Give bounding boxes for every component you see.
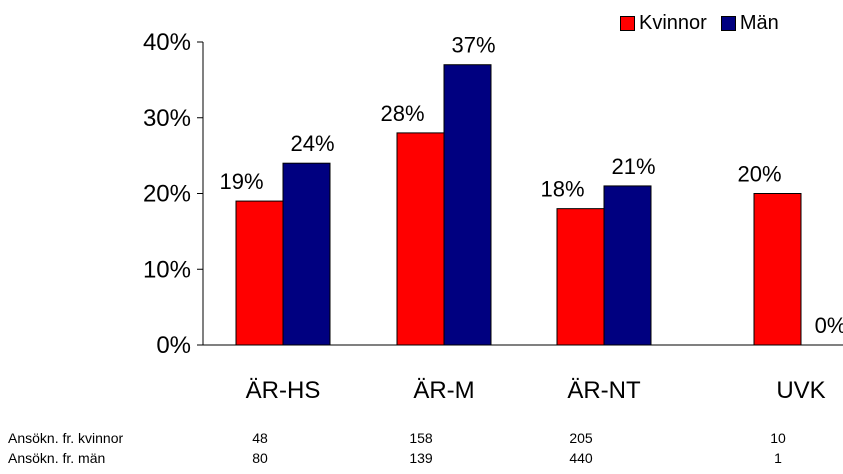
bar-kvinnor — [556, 208, 605, 346]
table-cell: 158 — [409, 430, 433, 446]
bar-man — [282, 162, 331, 346]
y-tick-label: 10% — [143, 256, 191, 283]
data-label: 28% — [380, 101, 424, 126]
data-label: 18% — [540, 177, 584, 202]
x-category-label: UVK — [776, 377, 825, 404]
y-tick-label: 30% — [143, 105, 191, 132]
x-category-label: ÄR-M — [413, 377, 474, 404]
table-cell: 1 — [774, 450, 782, 466]
legend-label-man: Män — [739, 12, 779, 34]
x-category-label: ÄR-NT — [567, 377, 641, 404]
y-tick-label: 0% — [156, 332, 191, 359]
table-row-label: Ansökn. fr. kvinnor — [8, 430, 124, 446]
data-label: 19% — [219, 169, 263, 194]
bar-kvinnor — [753, 193, 802, 346]
legend-swatch-kvinnor — [620, 16, 635, 31]
legend-swatch-man — [720, 16, 736, 31]
table-cell: 139 — [409, 450, 433, 466]
table-cell: 48 — [252, 430, 268, 446]
table-cell: 10 — [770, 430, 786, 446]
bar-kvinnor — [396, 132, 445, 346]
table-row-kvinnor: Ansökn. fr. kvinnor 48 158 205 10 — [0, 430, 843, 450]
x-category-label: ÄR-HS — [246, 377, 321, 404]
bar-kvinnor — [235, 200, 284, 346]
bar-man — [603, 185, 652, 346]
legend-item-kvinnor: Kvinnor — [620, 12, 707, 35]
bar-chart: 0% 10% 20% 30% 40% ÄR-HS ÄR-M ÄR-NT UVK 19% 28% 18%… — [143, 29, 843, 404]
y-tick-label: 40% — [143, 29, 191, 56]
legend-label-kvinnor: Kvinnor — [639, 12, 707, 34]
data-label: 0% — [815, 313, 843, 338]
data-label: 20% — [737, 162, 781, 187]
y-tick-label: 20% — [143, 181, 191, 208]
table-row-label: Ansökn. fr. män — [8, 450, 106, 466]
table-row-man: Ansökn. fr. män 80 139 440 1 — [0, 450, 843, 470]
data-label: 37% — [451, 33, 495, 58]
legend-item-man: Män — [720, 12, 779, 35]
bar-man — [443, 64, 492, 346]
applications-table: Ansökn. fr. kvinnor 48 158 205 10 Ansökn… — [0, 430, 843, 470]
data-label: 24% — [290, 131, 334, 156]
table-cell: 80 — [252, 450, 268, 466]
table-cell: 205 — [569, 430, 593, 446]
legend: Kvinnor Män — [620, 12, 793, 35]
table-cell: 440 — [569, 450, 593, 466]
data-label: 21% — [611, 154, 655, 179]
